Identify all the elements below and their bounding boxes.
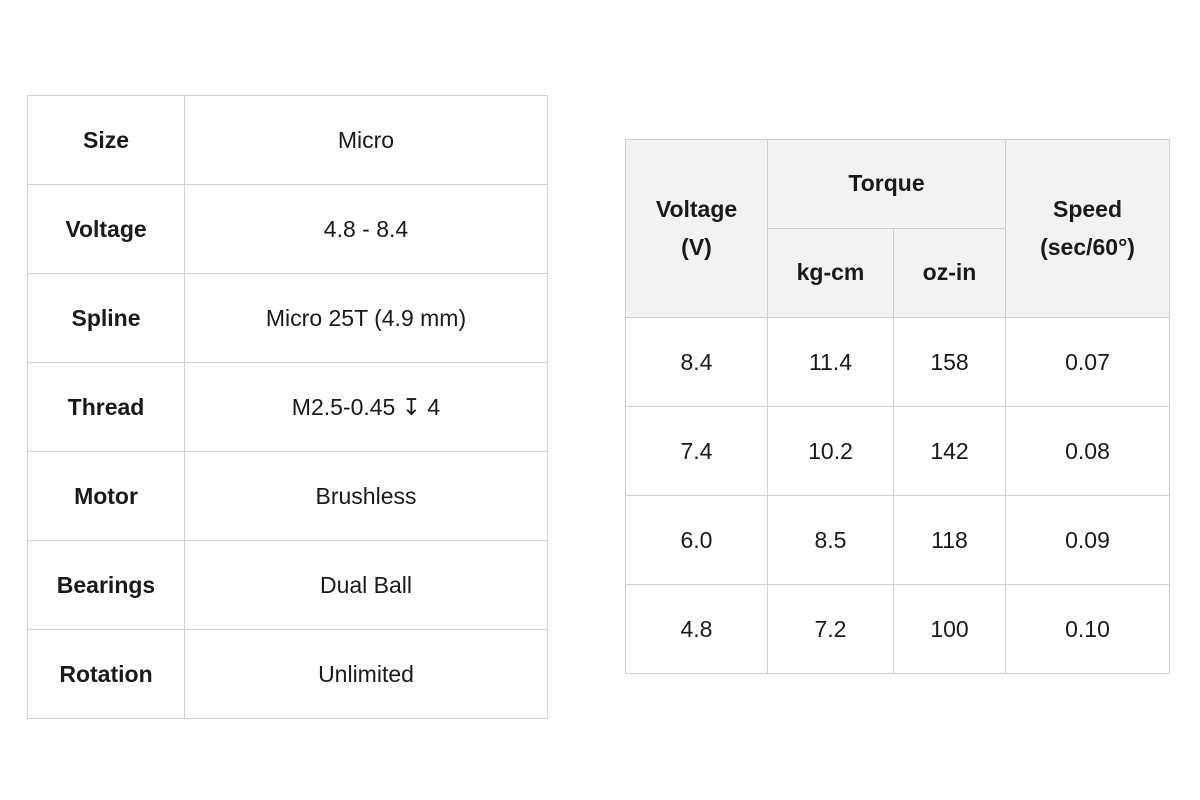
table-row: Bearings Dual Ball <box>27 540 548 630</box>
spec-value-bearings: Dual Ball <box>184 540 548 630</box>
table-row: Thread M2.5-0.45 ↧ 4 <box>27 362 548 452</box>
table-row: Size Micro <box>27 95 548 185</box>
voltage-header-label: Voltage <box>655 195 738 222</box>
torque-header: Torque <box>766 139 1007 229</box>
header-row: Voltage (V) Torque Speed (sec/60°) <box>625 139 1171 318</box>
speed-cell: 0.09 <box>1005 495 1171 585</box>
voltage-header: Voltage (V) <box>625 139 768 318</box>
spec-key-bearings: Bearings <box>27 540 185 630</box>
kg-cm-cell: 8.5 <box>767 495 894 585</box>
performance-table: Voltage (V) Torque Speed (sec/60°) kg-cm… <box>625 139 1171 674</box>
kg-cm-cell: 10.2 <box>767 406 894 496</box>
voltage-cell: 4.8 <box>625 584 768 674</box>
speed-cell: 0.10 <box>1005 584 1171 674</box>
table-row: 6.0 8.5 118 0.09 <box>625 495 1171 585</box>
spec-key-voltage: Voltage <box>27 184 185 274</box>
oz-in-header: oz-in <box>892 228 1007 318</box>
kg-cm-cell: 7.2 <box>767 584 894 674</box>
oz-in-cell: 118 <box>892 495 1007 585</box>
table-row: Spline Micro 25T (4.9 mm) <box>27 273 548 363</box>
spec-value-size: Micro <box>184 95 548 185</box>
voltage-header-unit: (V) <box>681 233 712 260</box>
spec-key-spline: Spline <box>27 273 185 363</box>
speed-cell: 0.08 <box>1005 406 1171 496</box>
spec-key-rotation: Rotation <box>27 629 185 719</box>
table-row: 8.4 11.4 158 0.07 <box>625 317 1171 407</box>
kg-cm-header: kg-cm <box>767 228 894 318</box>
table-row: Motor Brushless <box>27 451 548 541</box>
table-row: Voltage 4.8 - 8.4 <box>27 184 548 274</box>
oz-in-cell: 142 <box>892 406 1007 496</box>
table-row: 7.4 10.2 142 0.08 <box>625 406 1171 496</box>
table-row: 4.8 7.2 100 0.10 <box>625 584 1171 674</box>
voltage-cell: 8.4 <box>625 317 768 407</box>
spec-key-size: Size <box>27 95 185 185</box>
table-row: Rotation Unlimited <box>27 629 548 719</box>
kg-cm-cell: 11.4 <box>767 317 894 407</box>
spec-key-motor: Motor <box>27 451 185 541</box>
spec-value-motor: Brushless <box>184 451 548 541</box>
speed-header: Speed (sec/60°) <box>1005 139 1171 318</box>
spec-value-thread: M2.5-0.45 ↧ 4 <box>184 362 548 452</box>
spec-table: Size Micro Voltage 4.8 - 8.4 Spline Micr… <box>27 95 548 719</box>
spec-key-thread: Thread <box>27 362 185 452</box>
spec-value-voltage: 4.8 - 8.4 <box>184 184 548 274</box>
speed-header-label: Speed <box>1053 195 1123 222</box>
voltage-cell: 7.4 <box>625 406 768 496</box>
speed-cell: 0.07 <box>1005 317 1171 407</box>
spec-value-rotation: Unlimited <box>184 629 548 719</box>
oz-in-cell: 158 <box>892 317 1007 407</box>
speed-header-unit: (sec/60°) <box>1040 233 1135 260</box>
oz-in-cell: 100 <box>892 584 1007 674</box>
subheader-row: kg-cm oz-in <box>626 228 1170 318</box>
spec-value-spline: Micro 25T (4.9 mm) <box>184 273 548 363</box>
voltage-cell: 6.0 <box>625 495 768 585</box>
